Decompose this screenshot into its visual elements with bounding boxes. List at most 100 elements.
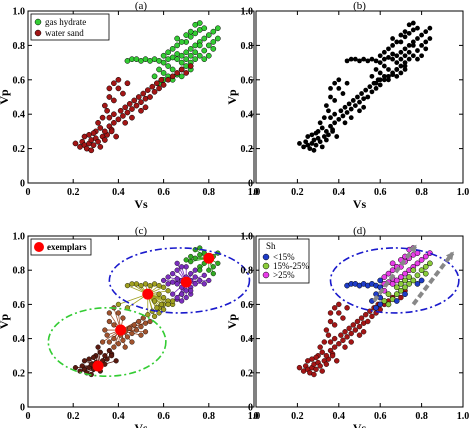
data-point [373,304,379,311]
data-point [319,125,325,131]
data-point [120,337,126,343]
data-point [418,267,425,274]
panel-label: (b) [353,0,366,12]
data-point [406,30,412,36]
legend-label: >25% [273,270,295,280]
legend-label: 15%-25% [273,261,309,271]
data-point [133,102,140,109]
data-point [192,281,198,287]
data-point [151,88,158,95]
data-point [188,288,194,294]
exemplar-point [92,360,104,372]
x-axis-label: Vs [134,197,148,211]
data-point [106,85,113,92]
x-tick-label: 0.4 [112,187,125,198]
data-point [179,291,185,297]
data-point [358,315,365,321]
data-point [88,147,95,154]
data-point [336,86,342,91]
data-point [340,91,346,96]
data-point [197,252,203,258]
data-point [303,139,309,145]
data-point [357,58,362,64]
data-point [330,129,335,134]
data-point [386,73,391,79]
legend-label: <15% [273,252,295,262]
data-point [348,56,354,62]
data-point [317,363,323,369]
legend-marker [262,271,270,279]
data-point [99,339,106,345]
x-tick-label: 0.6 [157,187,170,198]
data-point [369,89,375,95]
data-point [415,56,420,62]
data-point [72,140,79,147]
data-point [201,56,208,63]
data-point [165,49,171,56]
data-point [323,361,330,367]
data-point [111,322,117,328]
y-tick-label: 1.0 [13,232,26,243]
y-tick-label: 0.4 [13,334,26,345]
data-point [156,85,162,92]
data-point [197,277,203,284]
data-point [381,274,388,280]
data-point [332,98,338,103]
data-point [113,358,119,364]
data-point [131,97,138,104]
y-tick-label: 0.8 [241,266,254,277]
y-axis-label: Vp [0,89,11,105]
x-tick-label: 0.6 [157,411,170,422]
data-point [192,267,198,273]
data-point [427,25,433,31]
data-point [414,281,421,287]
data-point [183,288,189,294]
data-point [357,108,362,114]
data-point [138,107,144,114]
data-point [367,84,373,90]
data-point [153,80,160,87]
data-point [183,56,190,63]
data-point [406,49,412,55]
data-point [178,39,185,45]
data-point [158,76,165,83]
data-point [373,58,379,64]
data-point [340,113,346,119]
data-point [360,329,367,335]
y-tick-label: 0.2 [241,144,254,155]
data-point [154,305,160,311]
data-point [385,301,392,308]
data-point [323,327,330,333]
data-point [422,253,429,260]
data-point [215,260,221,266]
data-point [196,52,203,59]
data-point [410,43,416,48]
data-point [129,281,135,287]
x-tick-label: 0 [26,187,31,198]
data-point [336,341,342,347]
data-point [160,52,167,59]
data-point [140,90,147,97]
data-point [357,99,362,105]
data-point [142,320,149,326]
x-tick-label: 0.6 [374,187,387,198]
data-point [104,332,110,338]
data-point [348,115,354,121]
data-point [188,271,194,277]
x-tick-label: 1.0 [457,411,470,422]
data-point [377,60,383,65]
data-point [317,120,323,126]
data-point [156,310,162,316]
x-tick-label: 0.8 [415,187,428,198]
data-point [369,56,375,62]
data-point [336,116,342,122]
data-point [340,337,346,344]
data-point [390,36,396,41]
data-point [375,77,381,83]
data-point [363,311,369,318]
legend-marker [262,262,270,270]
data-point [192,255,198,261]
data-point [352,56,358,62]
y-axis-label: Vp [225,89,239,105]
